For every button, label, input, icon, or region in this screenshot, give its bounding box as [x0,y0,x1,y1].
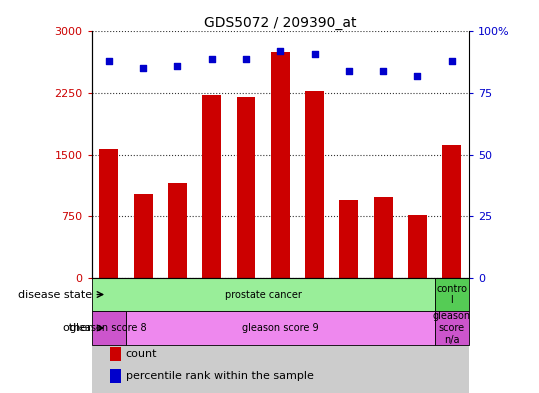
Text: gleason score 8: gleason score 8 [71,323,147,333]
Bar [134,194,153,278]
Bar [331,31,366,278]
Bar [434,31,469,278]
Bar [434,311,469,345]
Bar [110,369,121,383]
Text: disease state: disease state [17,290,92,299]
Bar [92,278,126,393]
Bar [126,311,434,345]
Bar [99,149,118,278]
Point [379,68,388,74]
Bar [202,95,221,278]
Bar [263,278,298,393]
Bar [400,31,434,278]
Text: percentile rank within the sample: percentile rank within the sample [126,371,314,381]
Text: count: count [126,349,157,358]
Bar [160,278,195,393]
Bar [110,347,121,361]
Bar [263,31,298,278]
Point [105,58,113,64]
Text: gleason score 9: gleason score 9 [242,323,319,333]
Bar [92,31,126,278]
Point [344,68,353,74]
Bar [305,92,324,278]
Point [413,73,422,79]
Point [241,55,250,62]
Bar [331,278,366,393]
Bar [298,278,331,393]
Bar [366,278,400,393]
Bar [92,311,126,345]
Text: contro
l: contro l [436,284,467,305]
Point [310,50,319,57]
Point [447,58,456,64]
Bar [443,145,461,278]
Point [208,55,216,62]
Point [139,65,147,72]
Bar [434,278,469,393]
Bar [298,31,331,278]
Bar [374,197,392,278]
Title: GDS5072 / 209390_at: GDS5072 / 209390_at [204,17,356,30]
Bar [229,31,263,278]
Bar [434,278,469,311]
Bar [168,184,187,278]
Point [276,48,285,54]
Bar [400,278,434,393]
Bar [160,31,195,278]
Bar [408,215,427,278]
Bar [340,200,358,278]
Text: prostate cancer: prostate cancer [225,290,301,299]
Bar [237,97,255,278]
Text: other: other [62,323,92,333]
Point [173,63,182,69]
Text: gleason
score
n/a: gleason score n/a [433,311,471,345]
Bar [229,278,263,393]
Bar [126,31,160,278]
Bar [366,31,400,278]
Bar [126,278,160,393]
Bar [195,31,229,278]
Bar [195,278,229,393]
Bar [271,52,290,278]
